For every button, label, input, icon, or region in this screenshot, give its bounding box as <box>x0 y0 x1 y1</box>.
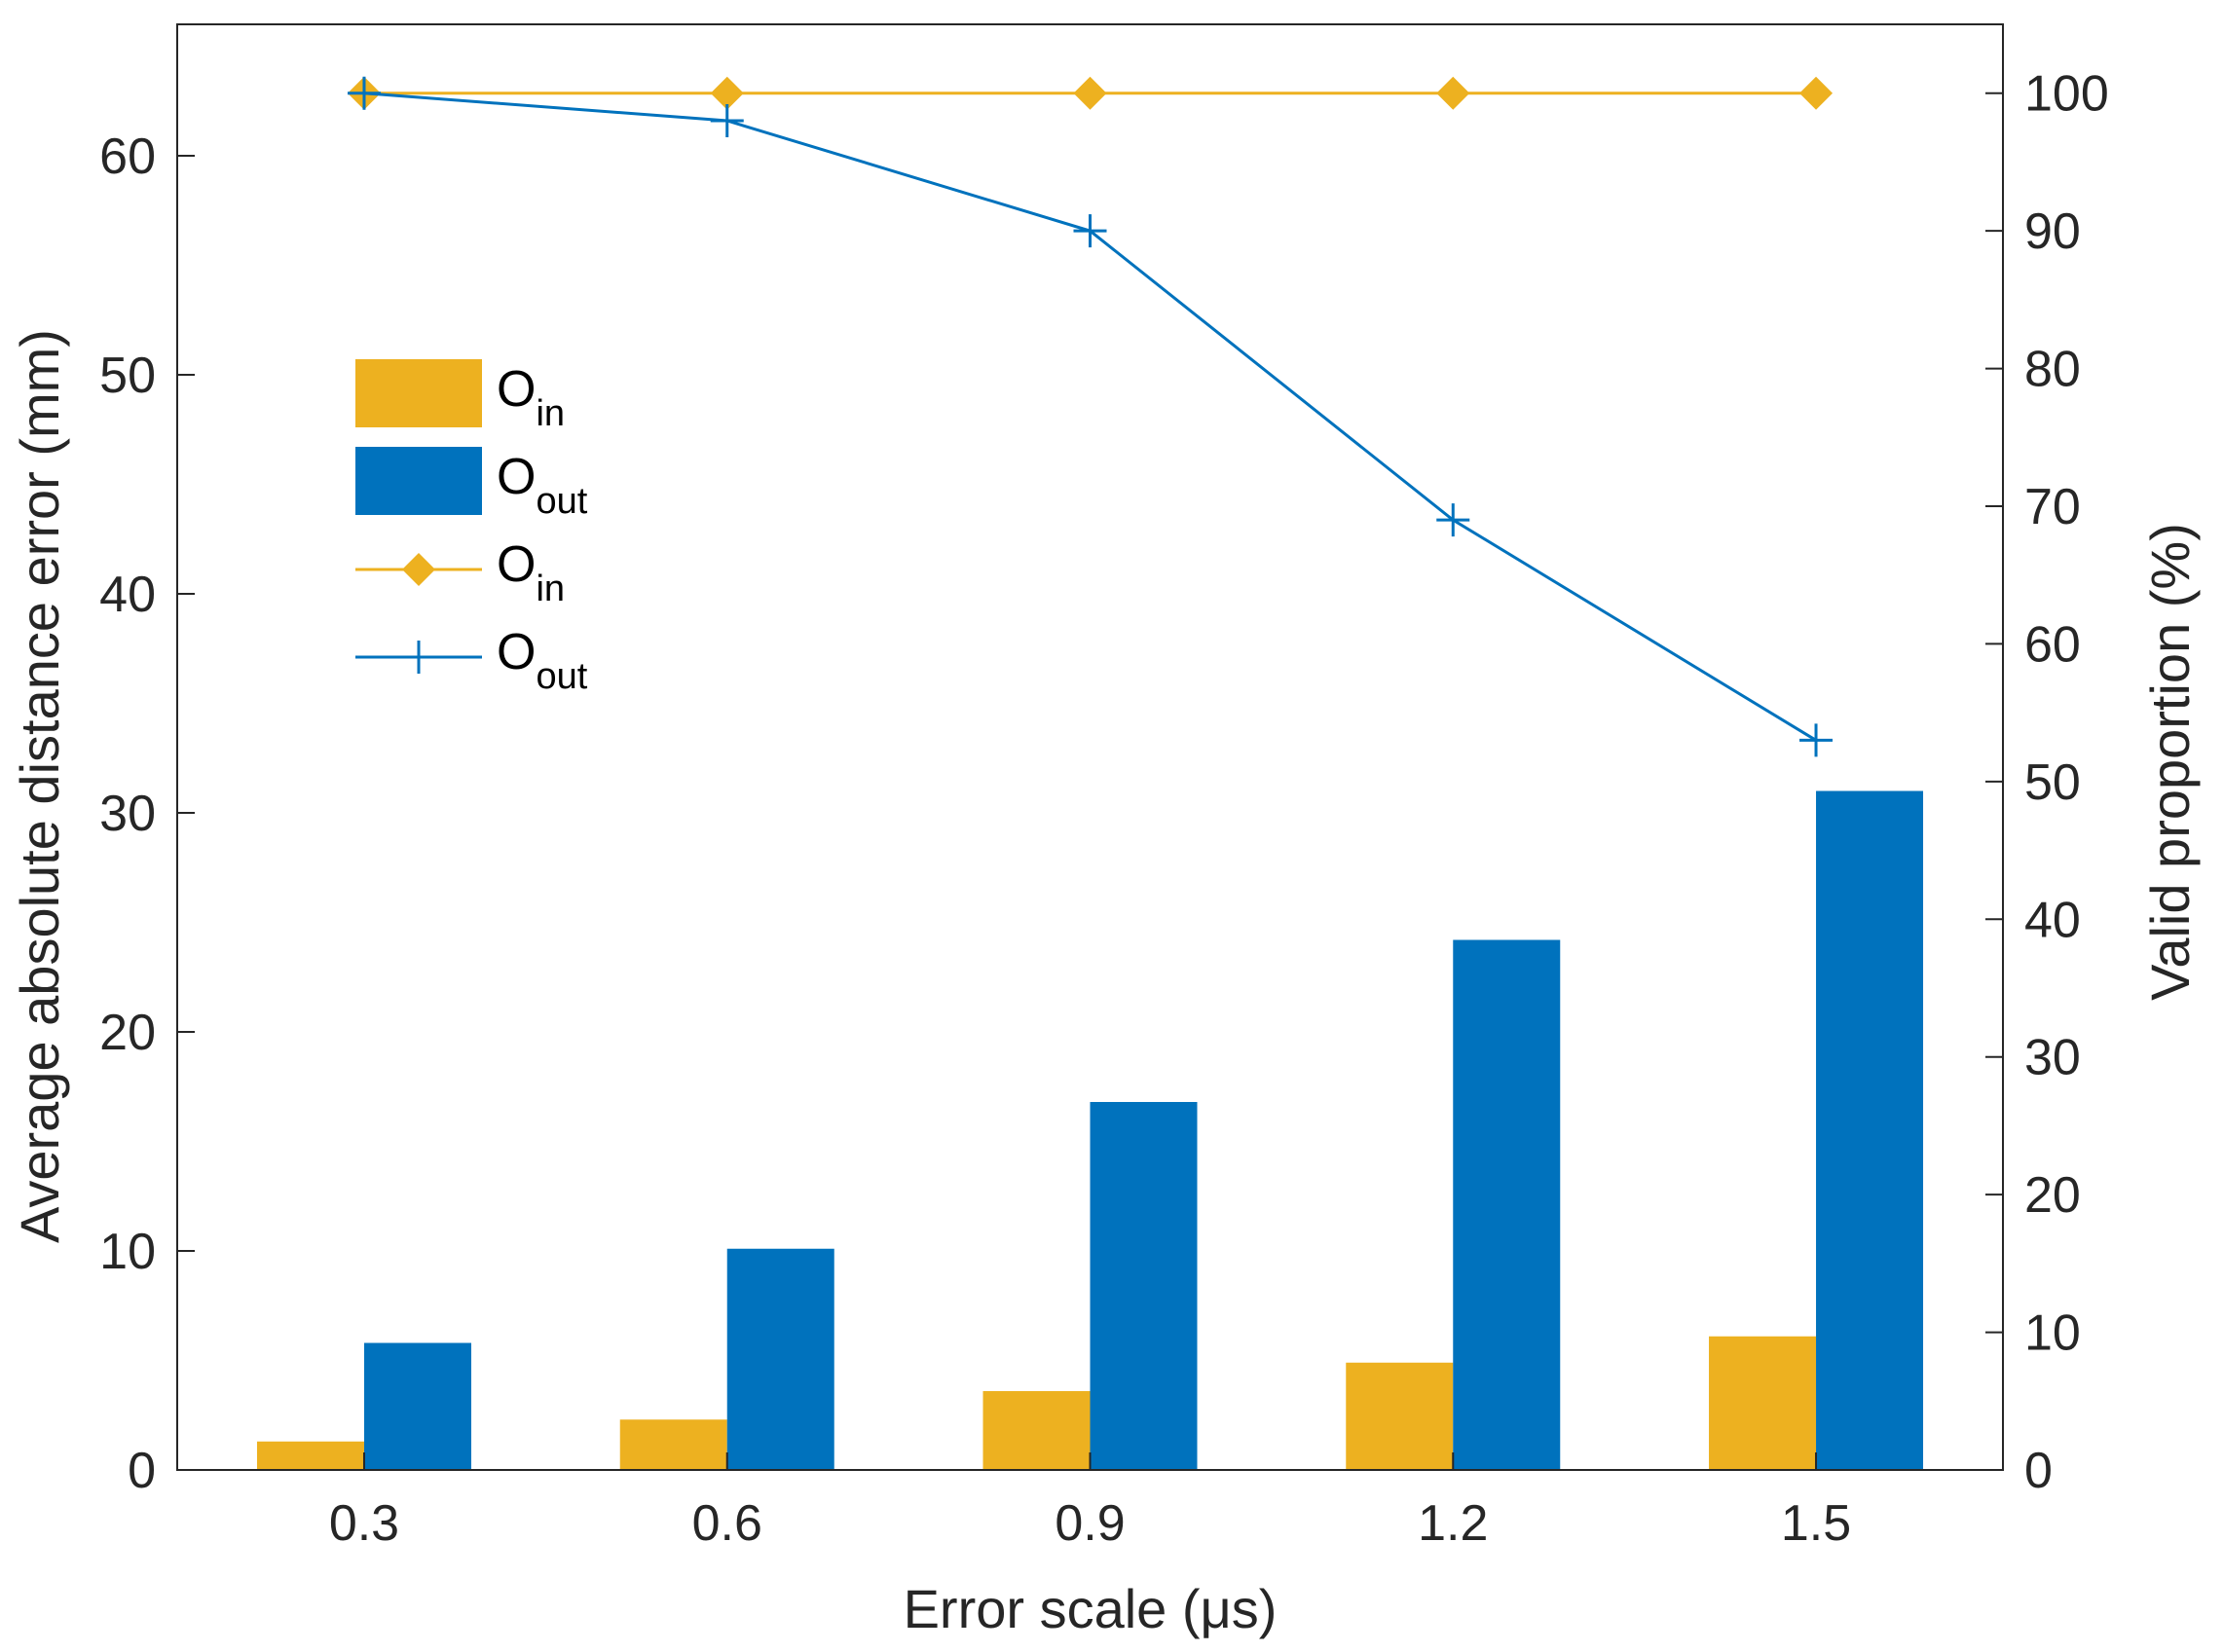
bar-in-0.6 <box>619 1419 727 1470</box>
x-tick-label: 1.5 <box>1781 1495 1851 1552</box>
y-right-tick-label: 0 <box>2024 1443 2053 1499</box>
y-right-tick-label: 70 <box>2024 479 2081 535</box>
marker-out-0.3 <box>347 76 381 110</box>
bar-out-0.3 <box>363 1342 471 1470</box>
legend-label: Oin <box>497 536 565 609</box>
y-left-tick-label: 60 <box>99 128 156 185</box>
y-right-tick-label: 100 <box>2024 66 2109 123</box>
bar-out-0.9 <box>1090 1102 1198 1470</box>
bar-in-0.9 <box>982 1391 1091 1470</box>
legend-label-subscript: in <box>536 569 565 609</box>
marker-in-0.6 <box>710 76 744 110</box>
marker-out-1.2 <box>1436 503 1470 537</box>
legend-label-main: O <box>497 449 536 505</box>
bar-in-1.5 <box>1709 1336 1817 1470</box>
y-right-tick-label: 20 <box>2024 1167 2081 1224</box>
marker-out-0.9 <box>1073 214 1107 248</box>
line-out <box>363 92 1817 742</box>
y-right-tick-label: 50 <box>2024 754 2081 811</box>
y-right-tick-label: 80 <box>2024 342 2081 398</box>
x-tick-label: 1.2 <box>1418 1495 1488 1552</box>
y-left-tick-label: 40 <box>99 567 156 623</box>
legend-label-main: O <box>497 624 536 680</box>
legend-label-main: O <box>497 361 536 418</box>
axes-layer: 0 10 20 30 40 50 60 0 10 20 30 40 50 60 70 80 90 100 0.3 0.… <box>99 23 2109 1552</box>
bar-in-1.2 <box>1346 1362 1454 1470</box>
legend-swatch-bar-in <box>355 359 482 427</box>
legend-label-main: O <box>497 536 536 593</box>
y-right-tick-label: 40 <box>2024 892 2081 948</box>
x-axis-title: Error scale (μs) <box>904 1578 1278 1639</box>
legend-label-subscript: in <box>536 393 565 434</box>
y-left-tick-label: 30 <box>99 786 156 842</box>
bars-layer <box>256 790 1924 1470</box>
legend-label: Oin <box>497 361 565 434</box>
marker-out-0.6 <box>710 104 744 137</box>
bar-out-1.2 <box>1453 939 1561 1470</box>
legend-label-subscript: out <box>536 656 587 697</box>
y-left-tick-label: 20 <box>99 1005 156 1061</box>
y-right-tick-label: 10 <box>2024 1305 2081 1362</box>
y-left-tick-label: 0 <box>128 1443 156 1499</box>
legend-label: Oout <box>497 449 588 522</box>
legend-label-subscript: out <box>536 481 587 522</box>
x-tick-label: 0.3 <box>329 1495 399 1552</box>
marker-in-0.9 <box>1073 76 1107 110</box>
y-right-tick-label: 90 <box>2024 203 2081 260</box>
legend-swatch-bar-out <box>355 447 482 515</box>
bar-out-1.5 <box>1816 790 1924 1470</box>
y-axis-left-title: Average absolute distance error (mm) <box>9 329 70 1243</box>
x-tick-label: 0.6 <box>692 1495 762 1552</box>
marker-in-1.5 <box>1799 76 1834 110</box>
y-axis-right-title: Valid proportion (%) <box>2139 523 2201 1001</box>
y-left-tick-label: 10 <box>99 1224 156 1280</box>
bar-out-0.6 <box>726 1248 834 1470</box>
legend-marker-plus <box>402 641 435 674</box>
marker-in-1.2 <box>1436 76 1470 110</box>
y-right-tick-label: 30 <box>2024 1030 2081 1086</box>
legend-label: Oout <box>497 624 588 697</box>
y-left-tick-label: 50 <box>99 348 156 404</box>
lines-layer <box>347 76 1834 757</box>
x-tick-label: 0.9 <box>1055 1495 1125 1552</box>
bar-in-0.3 <box>256 1441 364 1470</box>
legend-marker-diamond <box>402 553 435 586</box>
y-right-tick-label: 60 <box>2024 616 2081 673</box>
marker-out-1.5 <box>1799 723 1834 757</box>
